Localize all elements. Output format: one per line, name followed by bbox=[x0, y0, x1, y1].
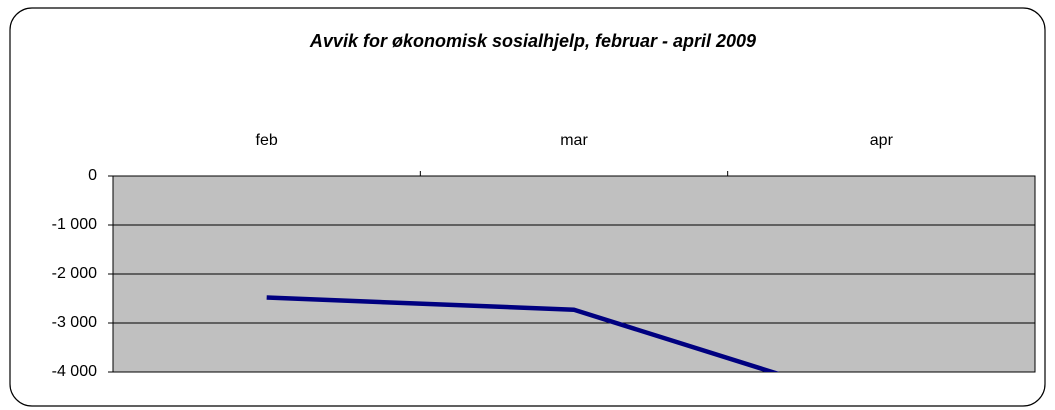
chart-title: Avvik for økonomisk sosialhjelp, februar… bbox=[309, 31, 756, 51]
y-tick-label: -3 000 bbox=[52, 314, 97, 331]
y-tick-label: -2 000 bbox=[52, 265, 97, 282]
plot-clip bbox=[266, 295, 780, 372]
x-tick-label: mar bbox=[560, 132, 588, 149]
line-series bbox=[266, 295, 780, 372]
x-tick-label: apr bbox=[870, 132, 894, 149]
y-tick-label: 0 bbox=[88, 167, 97, 184]
plot-border bbox=[112, 175, 1036, 373]
y-tick-label: -4 000 bbox=[52, 363, 97, 380]
y-tick-label: -1 000 bbox=[52, 216, 97, 233]
x-tick-label: feb bbox=[256, 132, 278, 149]
